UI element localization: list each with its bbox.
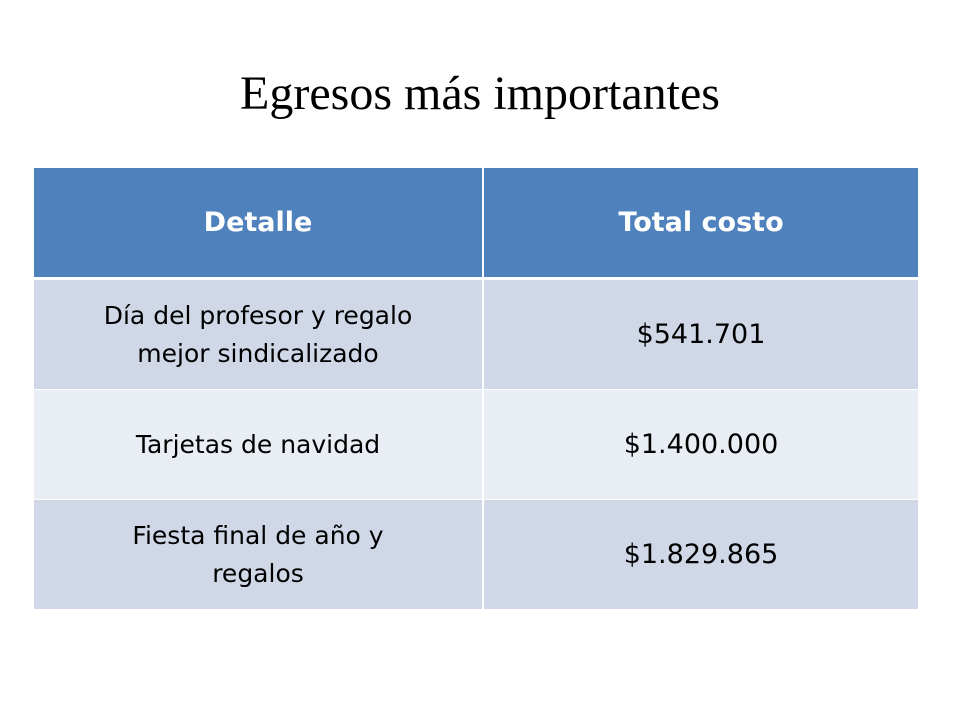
detail-cell: Fiesta final de año y regalos — [34, 499, 483, 609]
detail-text-line: Día del profesor y regalo — [103, 300, 413, 330]
table-header-row: Detalle Total costo — [34, 168, 918, 280]
table-row: Día del profesor y regalo mejor sindical… — [34, 278, 918, 390]
detail-text-line: Fiesta final de año y — [132, 520, 384, 550]
detail-cell: Día del profesor y regalo mejor sindical… — [34, 278, 483, 390]
detail-text-line: Tarjetas de navidad — [135, 429, 381, 459]
detail-cell: Tarjetas de navidad — [34, 389, 483, 500]
total-cost-cell: $541.701 — [482, 278, 918, 390]
total-cost-cell: $1.829.865 — [482, 499, 918, 609]
column-header-detail: Detalle — [34, 168, 483, 280]
total-cost-cell: $1.400.000 — [482, 389, 918, 500]
expenses-table: Detalle Total costo Día del profesor y r… — [34, 168, 918, 609]
detail-text-line: mejor sindicalizado — [137, 338, 379, 368]
detail-text-line: regalos — [212, 558, 304, 588]
table-row: Fiesta final de año y regalos $1.829.865 — [34, 499, 918, 609]
column-header-total-cost: Total costo — [482, 168, 918, 280]
table-row: Tarjetas de navidad $1.400.000 — [34, 389, 918, 500]
slide-title: Egresos más importantes — [240, 67, 720, 120]
